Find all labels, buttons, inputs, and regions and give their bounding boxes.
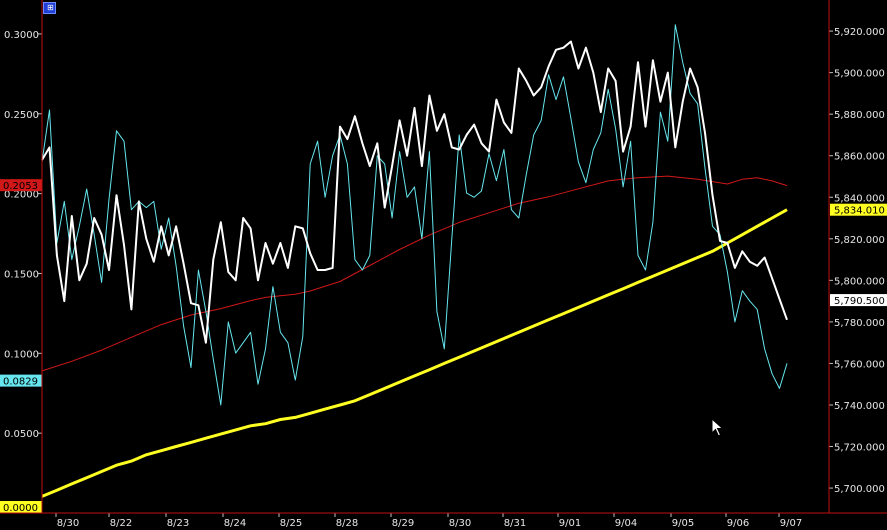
x-tick-label: 8/28 xyxy=(336,518,358,529)
x-tick-label: 8/22 xyxy=(110,518,132,529)
x-axis: 8/30 8/22 8/23 8/24 8/25 8/28 8/29 8/30 8/31 9/01… xyxy=(55,513,802,529)
x-tick-label: 9/05 xyxy=(672,518,694,529)
x-tick-label: 8/25 xyxy=(280,518,302,529)
right-value-badge xyxy=(830,294,887,307)
right-tick-label: 5,700.000 xyxy=(834,484,885,495)
series-group xyxy=(41,24,788,498)
right-tick-label: 5,760.000 xyxy=(834,359,885,370)
series-line-cyan xyxy=(41,24,788,406)
x-tick-label: 8/31 xyxy=(504,518,526,529)
series-line-yellow xyxy=(41,208,788,498)
right-value-badge xyxy=(830,203,887,216)
x-tick-label: 9/07 xyxy=(780,518,802,529)
right-tick-label: 5,780.000 xyxy=(834,318,885,329)
left-tick-label: 0.2500 xyxy=(4,110,39,121)
right-tick-label: 5,720.000 xyxy=(834,443,885,454)
x-tick-label: 9/06 xyxy=(727,518,749,529)
right-tick-label: 5,860.000 xyxy=(834,152,885,163)
x-tick-label: 8/24 xyxy=(224,518,246,529)
left-value-badge-label: 0.2053 xyxy=(3,181,38,192)
left-value-badge-label: 0.0000 xyxy=(3,503,38,514)
x-tick-label: 8/29 xyxy=(392,518,414,529)
mouse-cursor-icon xyxy=(711,418,724,437)
right-value-badge-label: 5,790.500 xyxy=(834,296,885,307)
right-value-badge-label: 5,834.010 xyxy=(834,206,885,217)
right-tick-label: 5,820.000 xyxy=(834,235,885,246)
right-tick-label: 5,800.000 xyxy=(834,276,885,287)
left-tick-label: 0.0500 xyxy=(4,429,39,440)
value-badges: 0.2053 0.0829 0.0000 5,834.010 5,790.500 xyxy=(0,179,887,514)
left-value-badge-label: 0.0829 xyxy=(3,377,38,388)
left-tick-label: 0.1000 xyxy=(4,349,39,360)
right-tick-label: 5,900.000 xyxy=(834,69,885,80)
left-tick-label: 0.3000 xyxy=(4,30,39,41)
right-tick-label: 5,920.000 xyxy=(834,27,885,38)
plot-frame xyxy=(0,0,887,514)
left-value-badge xyxy=(0,374,42,387)
x-tick-label: 9/04 xyxy=(615,518,637,529)
series-line-white xyxy=(41,40,788,344)
right-axis: 5,700.000 5,720.000 5,740.000 5,760.000 5,78… xyxy=(829,27,885,495)
x-tick-label: 8/23 xyxy=(167,518,189,529)
x-tick-label: 8/30 xyxy=(57,518,79,529)
x-tick-label: 9/01 xyxy=(559,518,581,529)
left-value-badge xyxy=(0,179,42,192)
left-value-badge xyxy=(0,501,42,513)
right-tick-label: 5,880.000 xyxy=(834,110,885,121)
chart-settings-icon[interactable]: ⊞ xyxy=(43,2,56,14)
right-tick-label: 5,840.000 xyxy=(834,193,885,204)
left-axis: 0.0500 0.1000 0.1500 0.2000 0.2500 0.3000 xyxy=(4,30,42,440)
series-line-red xyxy=(41,175,788,372)
right-tick-label: 5,740.000 xyxy=(834,401,885,412)
left-tick-label: 0.1500 xyxy=(4,269,39,280)
left-tick-label: 0.2000 xyxy=(4,190,39,201)
chart-settings-glyph: ⊞ xyxy=(47,3,54,12)
x-tick-label: 8/30 xyxy=(449,518,471,529)
